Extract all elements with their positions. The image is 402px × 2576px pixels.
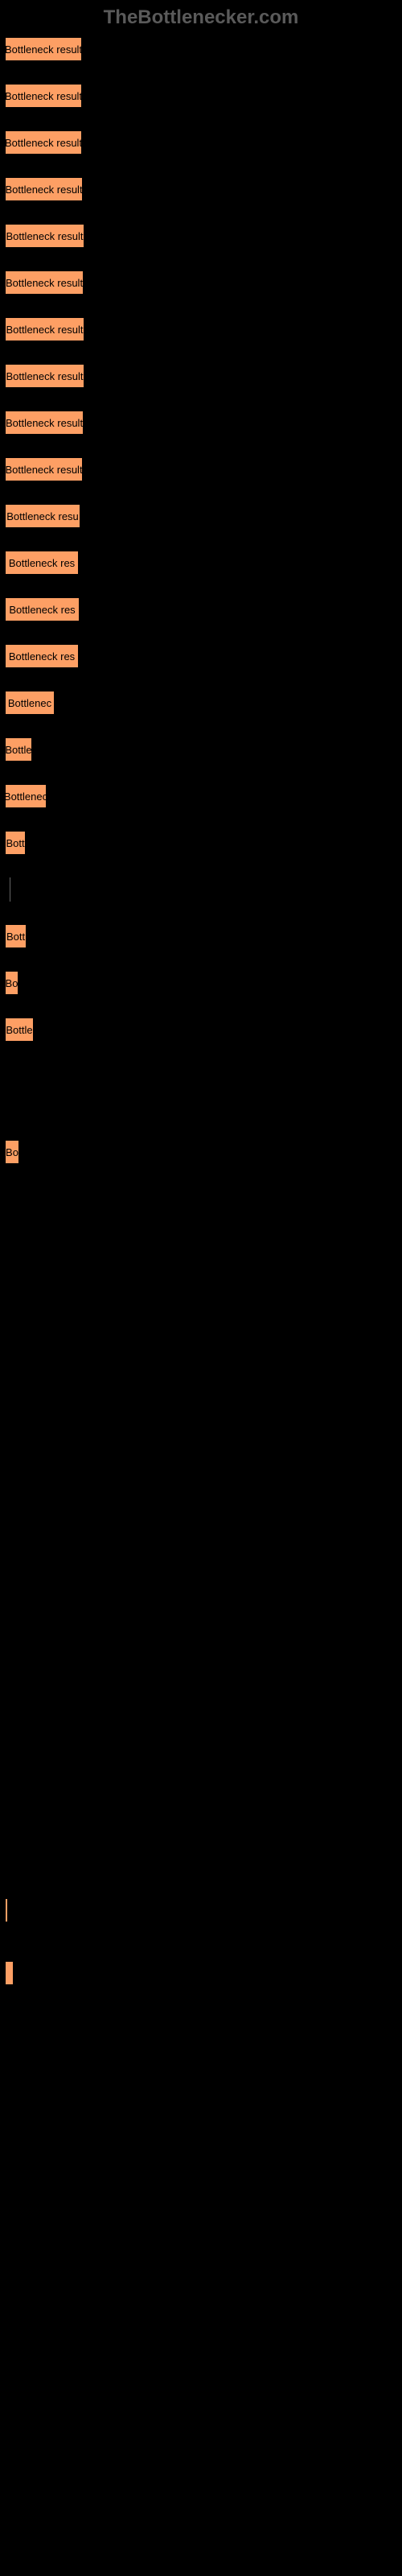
bar-row: Bottleneck result — [5, 37, 402, 61]
bar-10[interactable]: Bottleneck resu — [5, 504, 80, 528]
bar-8[interactable]: Bottleneck result — [5, 411, 84, 435]
bar-1[interactable]: Bottleneck result — [5, 84, 82, 108]
last-bar-1[interactable] — [5, 1961, 14, 1985]
bar-5[interactable]: Bottleneck result — [5, 270, 84, 295]
bar-row: Bottle — [5, 1018, 402, 1042]
bar-row: Bottleneck result — [5, 177, 402, 201]
bar-row: Bo — [5, 971, 402, 995]
bar-14[interactable]: Bottlenec — [5, 691, 55, 715]
bar-row — [5, 1898, 402, 1922]
bar-6[interactable]: Bottleneck result — [5, 317, 84, 341]
bar-21[interactable]: Bottle — [5, 1018, 34, 1042]
chart-body: Bottleneck result Bottleneck result Bott… — [0, 37, 402, 2151]
bar-20[interactable]: Bo — [5, 971, 18, 995]
bar-row: Bottleneck res — [5, 644, 402, 668]
bar-3[interactable]: Bottleneck result — [5, 177, 83, 201]
divider-only — [5, 877, 402, 902]
bar-23[interactable]: Bo — [5, 1140, 19, 1164]
bar-row: Bottleneck result — [5, 130, 402, 155]
bar-0[interactable]: Bottleneck result — [5, 37, 82, 61]
bar-7[interactable]: Bottleneck result — [5, 364, 84, 388]
bar-11[interactable]: Bottleneck res — [5, 551, 79, 575]
bar-row: Bottleneck resu — [5, 504, 402, 528]
bar-row: Bottle — [5, 737, 402, 762]
bar-row: Bottleneck result — [5, 364, 402, 388]
bar-4[interactable]: Bottleneck result — [5, 224, 84, 248]
bar-12[interactable]: Bottleneck res — [5, 597, 80, 621]
last-bar-0[interactable] — [5, 1898, 8, 1922]
bar-row: Bottleneck res — [5, 551, 402, 575]
bar-row: Bott — [5, 831, 402, 855]
bar-13[interactable]: Bottleneck res — [5, 644, 79, 668]
bar-row: Bottleneck result — [5, 457, 402, 481]
bar-row: Bottleneck result — [5, 270, 402, 295]
bar-row — [5, 1961, 402, 1985]
bar-row: Bottleneck result — [5, 411, 402, 435]
bar-15[interactable]: Bottle — [5, 737, 32, 762]
bar-17[interactable]: Bott — [5, 831, 26, 855]
bar-row: Bottleneck res — [5, 597, 402, 621]
page-title: TheBottlenecker.com — [0, 0, 402, 32]
bar-row: Bott — [5, 924, 402, 948]
bar-row: Bottleneck result — [5, 84, 402, 108]
bar-row: Bottleneck result — [5, 317, 402, 341]
bar-9[interactable]: Bottleneck result — [5, 457, 83, 481]
bar-row: Bo — [5, 1140, 402, 1164]
bar-16[interactable]: Bottlenec — [5, 784, 47, 808]
bar-2[interactable]: Bottleneck result — [5, 130, 82, 155]
bar-row: Bottleneck result — [5, 224, 402, 248]
bar-row: Bottlenec — [5, 784, 402, 808]
bar-row: Bottlenec — [5, 691, 402, 715]
bar-19[interactable]: Bott — [5, 924, 27, 948]
